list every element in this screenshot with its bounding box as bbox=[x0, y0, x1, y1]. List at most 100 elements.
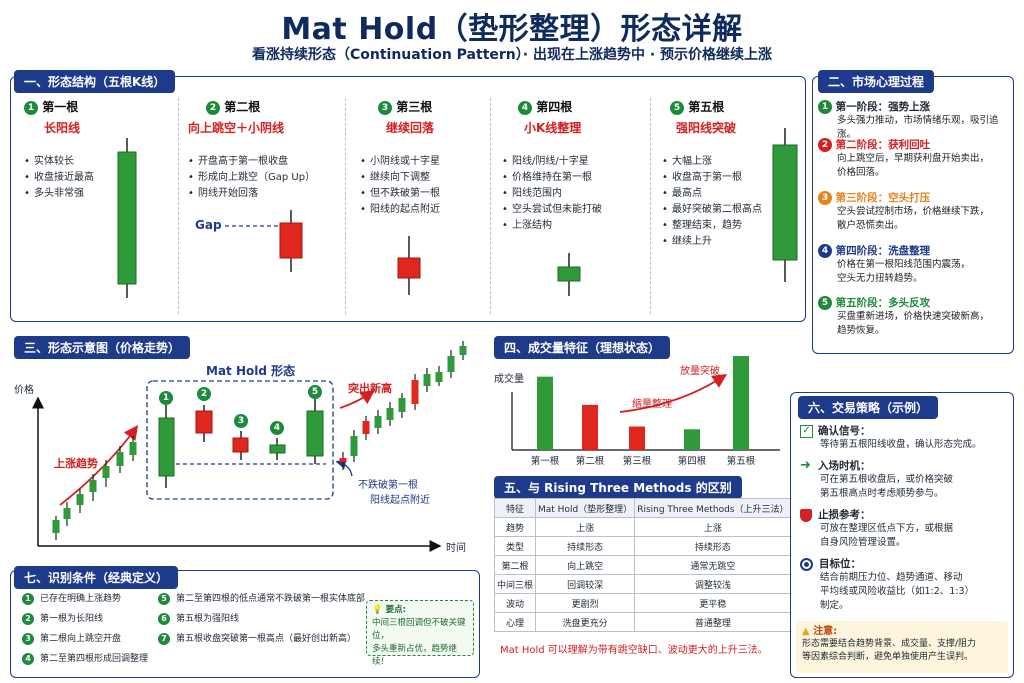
condition-text: 第二至第四根形成回调整理 bbox=[40, 654, 149, 664]
condition-text: 已存在明确上涨趋势 bbox=[40, 594, 122, 604]
condition-7: 7 第五根收盘突破第一根高点（最好创出新高） bbox=[158, 631, 356, 645]
warning-title-text: 注意: bbox=[813, 626, 838, 637]
cell: 类型 bbox=[493, 536, 537, 556]
condition-6: 6 第五根为强阳线 bbox=[158, 611, 239, 625]
y-axis-label: 价格 bbox=[14, 385, 34, 396]
col-sub: 强阳线突破 bbox=[676, 121, 737, 135]
support-label: 不跌破第一根 阳线起点附近 bbox=[358, 478, 430, 508]
bullet: 整理结束，趋势 bbox=[662, 218, 822, 234]
comparison-table: 特征 Mat Hold（垫形整理） Rising Three Methods（上… bbox=[493, 498, 792, 632]
psy-title-text: 第一阶段：强势上涨 bbox=[835, 101, 931, 113]
condition-4: 4 第二至第四根形成回调整理 bbox=[22, 651, 148, 665]
breakout-label: 突出新高 bbox=[348, 382, 392, 395]
gap-label: Gap bbox=[195, 218, 222, 232]
volume-bar bbox=[684, 429, 700, 450]
step-number: 6 bbox=[158, 612, 170, 625]
candle-3 bbox=[397, 236, 421, 295]
page-title: Mat Hold（垫形整理）形态详解 bbox=[281, 12, 743, 47]
warning-text: 形态需要结合趋势背景、成交量、支撑/阻力 bbox=[802, 639, 977, 649]
col-bullets: 大幅上涨 收盘高于第一根 最高点 最好突破第二根高点 整理结束，趋势 继续上升 bbox=[662, 154, 822, 250]
step-number: 3 bbox=[378, 100, 392, 115]
cell: 更平稳 bbox=[634, 593, 792, 613]
candle-5 bbox=[772, 128, 798, 282]
page-subtitle: 看涨持续形态（Continuation Pattern）· 出现在上涨趋势中 ·… bbox=[251, 47, 773, 63]
step-number: 1 bbox=[24, 100, 38, 115]
candle-body bbox=[63, 508, 71, 519]
candle-body bbox=[362, 421, 370, 434]
psy-title-text: 第四阶段：洗盘整理 bbox=[835, 245, 931, 257]
psy-title-text: 第三阶段：空头打压 bbox=[835, 192, 931, 204]
pattern-label: Mat Hold 形态 bbox=[206, 364, 296, 378]
col-header: Rising Three Methods（上升三法） bbox=[634, 498, 792, 518]
candle-4 bbox=[557, 253, 581, 296]
volume-header: 四、成交量特征（理想状态） bbox=[494, 336, 671, 359]
pattern-num-3: 3 bbox=[234, 414, 248, 428]
col-title: 第四根 bbox=[536, 100, 573, 114]
cell: 第二根 bbox=[493, 555, 537, 575]
cell: 心理 bbox=[493, 612, 537, 632]
col-bullets: 小阴线或十字星 继续向下调整 但不跌破第一根 阳线的起点附近 bbox=[360, 154, 520, 218]
cell: 上涨 bbox=[634, 517, 792, 537]
table-row: 第二根 向上跳空 通常无跳空 bbox=[493, 555, 792, 575]
divider bbox=[345, 98, 346, 314]
bullet: 继续向下调整 bbox=[360, 170, 520, 186]
cell: 趋势 bbox=[493, 517, 537, 537]
step-number: 4 bbox=[22, 652, 34, 665]
candle-col-1: 1 第一根 长阳线 实体较长 收盘接近最高 多头非常强 bbox=[24, 98, 184, 202]
cell: 普通整理 bbox=[634, 612, 792, 632]
candle-body bbox=[339, 458, 347, 462]
strat-title-text: 目标位： bbox=[819, 558, 861, 570]
psy-desc: 空头无力扭转趋势。 bbox=[837, 273, 923, 284]
psy-item-1: 1 第一阶段：强势上涨 多头强力推动，市场情绪乐观，吸引追涨。 bbox=[818, 100, 1014, 142]
col-title: 第二根 bbox=[224, 100, 261, 114]
step-number: 4 bbox=[818, 244, 832, 258]
condition-2: 2 第一根为长阳线 bbox=[22, 611, 103, 625]
strat-desc: 平均线或风险收益比（如1:2、1:3） bbox=[820, 586, 975, 597]
col-sub: 长阳线 bbox=[44, 121, 81, 135]
expand-label: 放量突破 bbox=[680, 366, 720, 377]
step-number: 5 bbox=[158, 592, 170, 605]
step-number: 7 bbox=[158, 632, 170, 645]
volume-category-label: 第二根 bbox=[575, 456, 605, 467]
bullet-cont: 阳线范围内 bbox=[502, 186, 662, 202]
psy-item-4: 4 第四阶段：洗盘整理 价格在第一根阳线范围内震荡， 空头无力扭转趋势。 bbox=[818, 244, 1014, 286]
psy-title: 4 第四阶段：洗盘整理 bbox=[818, 244, 1014, 258]
strat-title-text: 确认信号： bbox=[818, 425, 871, 437]
bullet: 阳线/阴线/十字星 bbox=[502, 154, 662, 170]
candle-body bbox=[411, 380, 419, 404]
cell: 上涨 bbox=[535, 517, 636, 537]
bullet: 阴线开始回落 bbox=[188, 186, 348, 202]
price-diagram bbox=[32, 341, 467, 552]
candle-col-5: 5 第五根 强阳线突破 大幅上涨 收盘高于第一根 最高点 最好突破第二根高点 整… bbox=[662, 98, 822, 250]
col-sub: 向上跳空＋小阴线 bbox=[188, 121, 285, 135]
volume-bar bbox=[537, 376, 553, 450]
step-number: 1 bbox=[22, 592, 34, 605]
candle-body bbox=[89, 480, 97, 492]
volume-bars bbox=[537, 356, 749, 450]
strat-desc: 可在第五根收盘后，或价格突破 bbox=[820, 474, 954, 485]
psy-desc: 向上跳空后，早期获利盘开始卖出， bbox=[837, 153, 990, 164]
strat-desc: 等待第五根阳线收盘，确认形态完成。 bbox=[820, 439, 982, 450]
support-line-2: 阳线起点附近 bbox=[370, 495, 430, 506]
strategy-item-stop: 止损参考： 可放在整理区低点下方，或根据 自身风险管理设置。 bbox=[800, 508, 1010, 550]
bullet: 但不跌破第一根 bbox=[360, 186, 520, 202]
pattern-candle-2 bbox=[195, 405, 213, 442]
step-number: 5 bbox=[670, 100, 684, 115]
candle-body bbox=[102, 466, 110, 478]
strategy-item-entry: ➜ 入场时机： 可在第五根收盘后，或价格突破 第五根高点时考虑顺势参与。 bbox=[800, 459, 1010, 501]
psy-title: 5 第五阶段：多头反攻 bbox=[818, 296, 1014, 310]
pattern-candle-4 bbox=[269, 438, 286, 460]
col-bullets: 实体较长 收盘接近最高 多头非常强 bbox=[24, 154, 184, 202]
bullet: 开盘高于第一根收盘 bbox=[188, 154, 348, 170]
table-row: 趋势 上涨 上涨 bbox=[493, 517, 792, 537]
psy-desc: 价格在第一根阳线范围内震荡， bbox=[837, 259, 971, 270]
step-number: 1 bbox=[818, 100, 832, 114]
candle-body bbox=[459, 346, 467, 355]
bullet-cont: 最高点 bbox=[662, 186, 822, 202]
psy-item-5: 5 第五阶段：多头反攻 买盘重新进场，价格快速突破新高， 趋势恢复。 bbox=[818, 296, 1014, 338]
cell: 持续形态 bbox=[634, 536, 792, 556]
divider bbox=[650, 98, 651, 314]
cell: 回调较深 bbox=[535, 574, 636, 594]
after-candles bbox=[339, 341, 467, 470]
step-number: 2 bbox=[818, 138, 832, 152]
